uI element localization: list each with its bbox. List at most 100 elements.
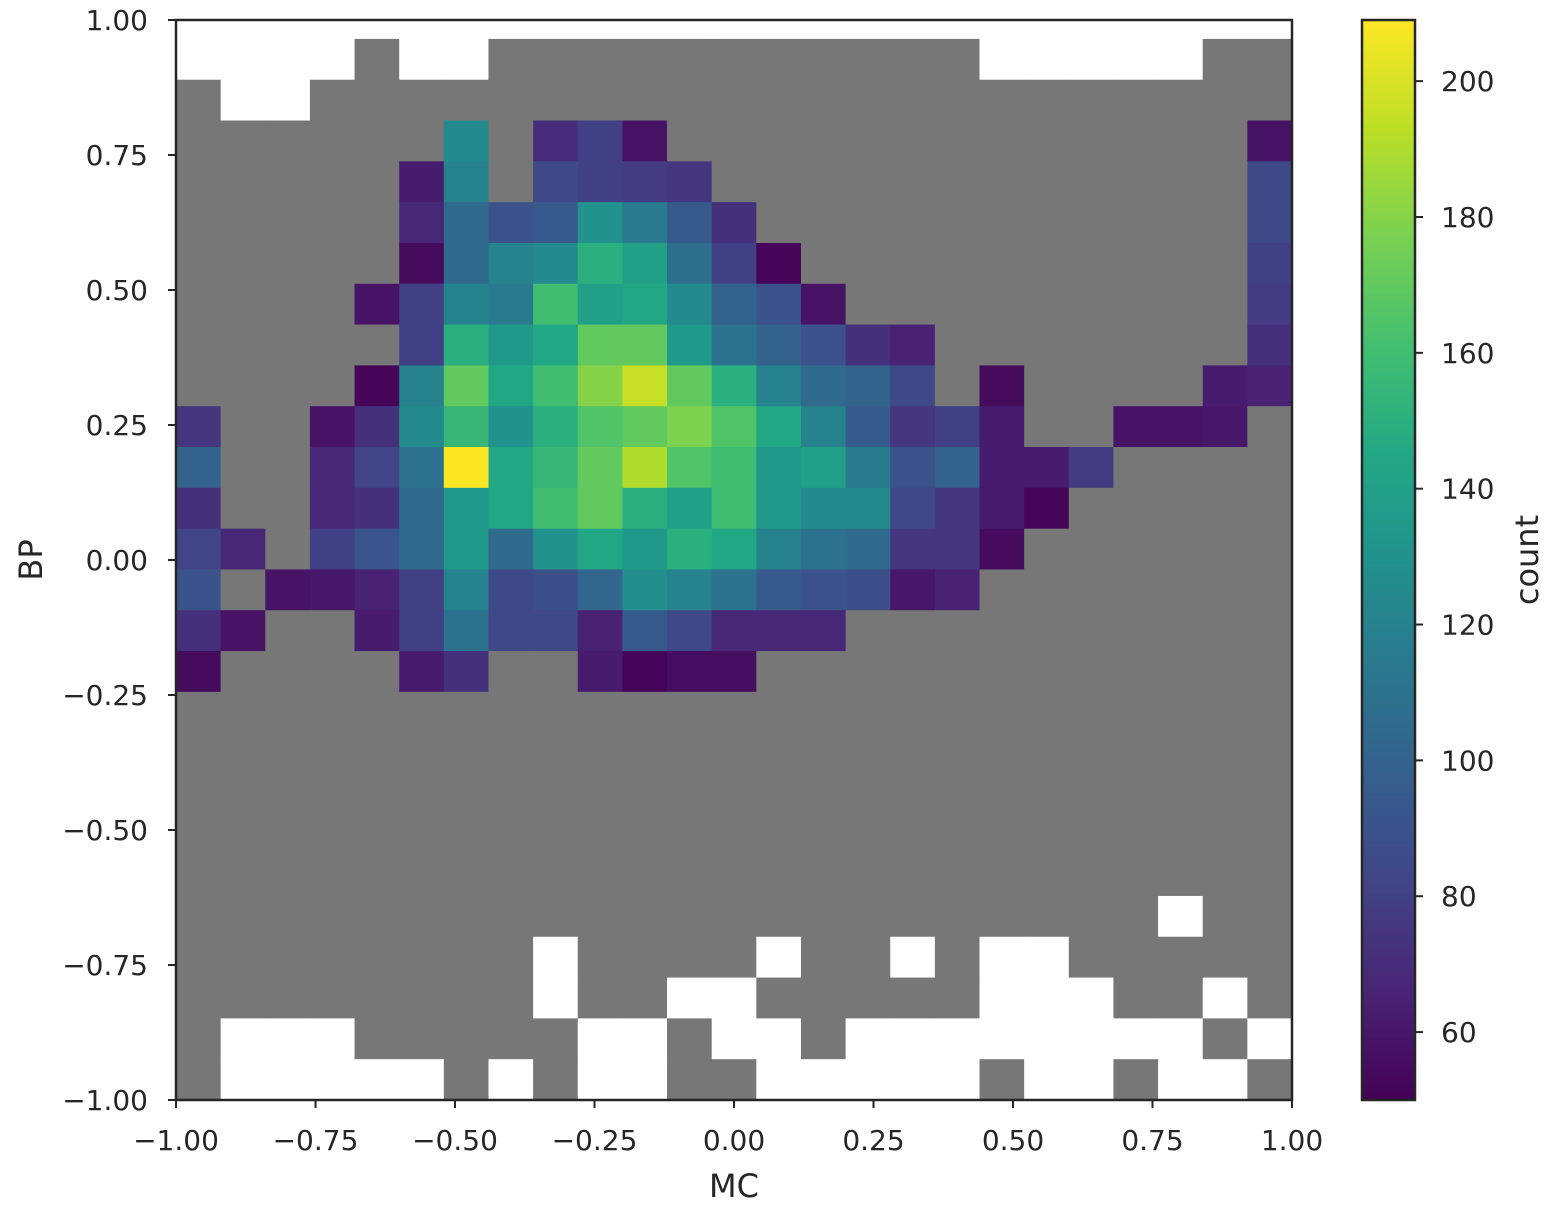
heatmap-cell [845, 365, 891, 407]
heatmap-cell [845, 936, 891, 979]
heatmap-cell [309, 202, 356, 244]
heatmap-cell [309, 324, 356, 366]
heatmap-cell [176, 732, 222, 775]
heatmap-cell [577, 855, 623, 897]
heatmap-cell [1113, 324, 1159, 366]
heatmap-cell [800, 610, 847, 652]
heatmap-cell [1158, 732, 1204, 775]
heatmap-cell [1024, 120, 1070, 162]
heatmap-cell [176, 977, 222, 1019]
heatmap-cell [800, 487, 847, 530]
heatmap-cell [176, 202, 222, 244]
heatmap-cell [800, 79, 847, 122]
heatmap-cell [845, 855, 891, 897]
heatmap-cell [1024, 38, 1070, 81]
heatmap-cell [354, 773, 400, 815]
heatmap-cell [1113, 569, 1159, 611]
heatmap-cell [488, 365, 534, 407]
heatmap-cell [1068, 1018, 1115, 1060]
heatmap-cell [934, 406, 981, 448]
heatmap-cell [667, 895, 713, 938]
heatmap-cell [399, 977, 445, 1019]
heatmap-cell [577, 161, 623, 203]
heatmap-cell [265, 1018, 311, 1060]
heatmap-cell [577, 528, 623, 571]
heatmap-cell [1113, 161, 1159, 203]
heatmap-cell [934, 365, 981, 407]
heatmap-cell [622, 895, 668, 938]
heatmap-cell [1158, 855, 1204, 897]
heatmap-cell [711, 365, 757, 407]
heatmap-cell [979, 691, 1025, 734]
heatmap-cell [1202, 855, 1248, 897]
heatmap-cell [890, 1059, 936, 1101]
heatmap-cell [399, 38, 445, 81]
heatmap-cell [354, 38, 400, 81]
heatmap-cell [309, 161, 356, 203]
y-tick-label: 0.75 [86, 139, 148, 172]
heatmap-cell [1247, 1059, 1293, 1101]
heatmap-cell [711, 528, 757, 571]
heatmap-cell [756, 569, 802, 611]
heatmap-cell [1068, 365, 1115, 407]
heatmap-cell [1247, 691, 1293, 734]
heatmap-cell [800, 691, 847, 734]
heatmap-cell [890, 365, 936, 407]
heatmap-cell [890, 610, 936, 652]
heatmap-cell [622, 814, 668, 856]
heatmap-cell [399, 447, 445, 489]
heatmap-cell [711, 977, 757, 1019]
heatmap-cell [354, 936, 400, 979]
heatmap-cell [934, 977, 981, 1019]
heatmap-cell [443, 38, 490, 81]
heatmap-cell [934, 1059, 981, 1101]
heatmap-cell [220, 977, 266, 1019]
heatmap-cell [667, 79, 713, 122]
heatmap-cell [711, 569, 757, 611]
heatmap-cell [1158, 610, 1204, 652]
heatmap-cell [265, 447, 311, 489]
heatmap-cell [577, 324, 623, 366]
heatmap-cell [1247, 651, 1293, 693]
heatmap-cell [1113, 977, 1159, 1019]
heatmap-cell [845, 528, 891, 571]
heatmap-cell [1202, 1059, 1248, 1101]
y-tick-label: 0.25 [86, 409, 148, 442]
heatmap-cell [1024, 528, 1070, 571]
heatmap-cell [265, 855, 311, 897]
heatmap-cell [622, 120, 668, 162]
heatmap-cell [577, 977, 623, 1019]
heatmap-cell [265, 773, 311, 815]
heatmap-cell [220, 365, 266, 407]
heatmap-cell [354, 406, 400, 448]
heatmap-cell [399, 732, 445, 775]
heatmap-cell [622, 283, 668, 326]
heatmap-cell [1068, 487, 1115, 530]
heatmap-cell [711, 814, 757, 856]
heatmap-cell [979, 936, 1025, 979]
heatmap-cell [979, 814, 1025, 856]
heatmap-cell [756, 651, 802, 693]
heatmap-cell [577, 569, 623, 611]
heatmap-cell [1068, 1059, 1115, 1101]
colorbar-ticks: 60 80 100 120 140 160 180 200 [1415, 65, 1494, 1049]
heatmap-cell [220, 487, 266, 530]
heatmap-cell [354, 651, 400, 693]
heatmap-cell [667, 855, 713, 897]
heatmap-cell [1247, 569, 1293, 611]
heatmap-cell [443, 528, 490, 571]
heatmap-cell [979, 365, 1025, 407]
heatmap-cell [934, 487, 981, 530]
heatmap-cell [176, 773, 222, 815]
heatmap-cell [220, 38, 266, 81]
heatmap-cell [533, 1059, 579, 1101]
heatmap-cell [845, 814, 891, 856]
heatmap-cell [934, 814, 981, 856]
heatmap-cell [800, 242, 847, 285]
heatmap-cell [220, 569, 266, 611]
heatmap-cell [577, 1059, 623, 1101]
heatmap-cell [979, 569, 1025, 611]
heatmap-cell [756, 855, 802, 897]
heatmap-cell [176, 610, 222, 652]
heatmap-cell [890, 977, 936, 1019]
